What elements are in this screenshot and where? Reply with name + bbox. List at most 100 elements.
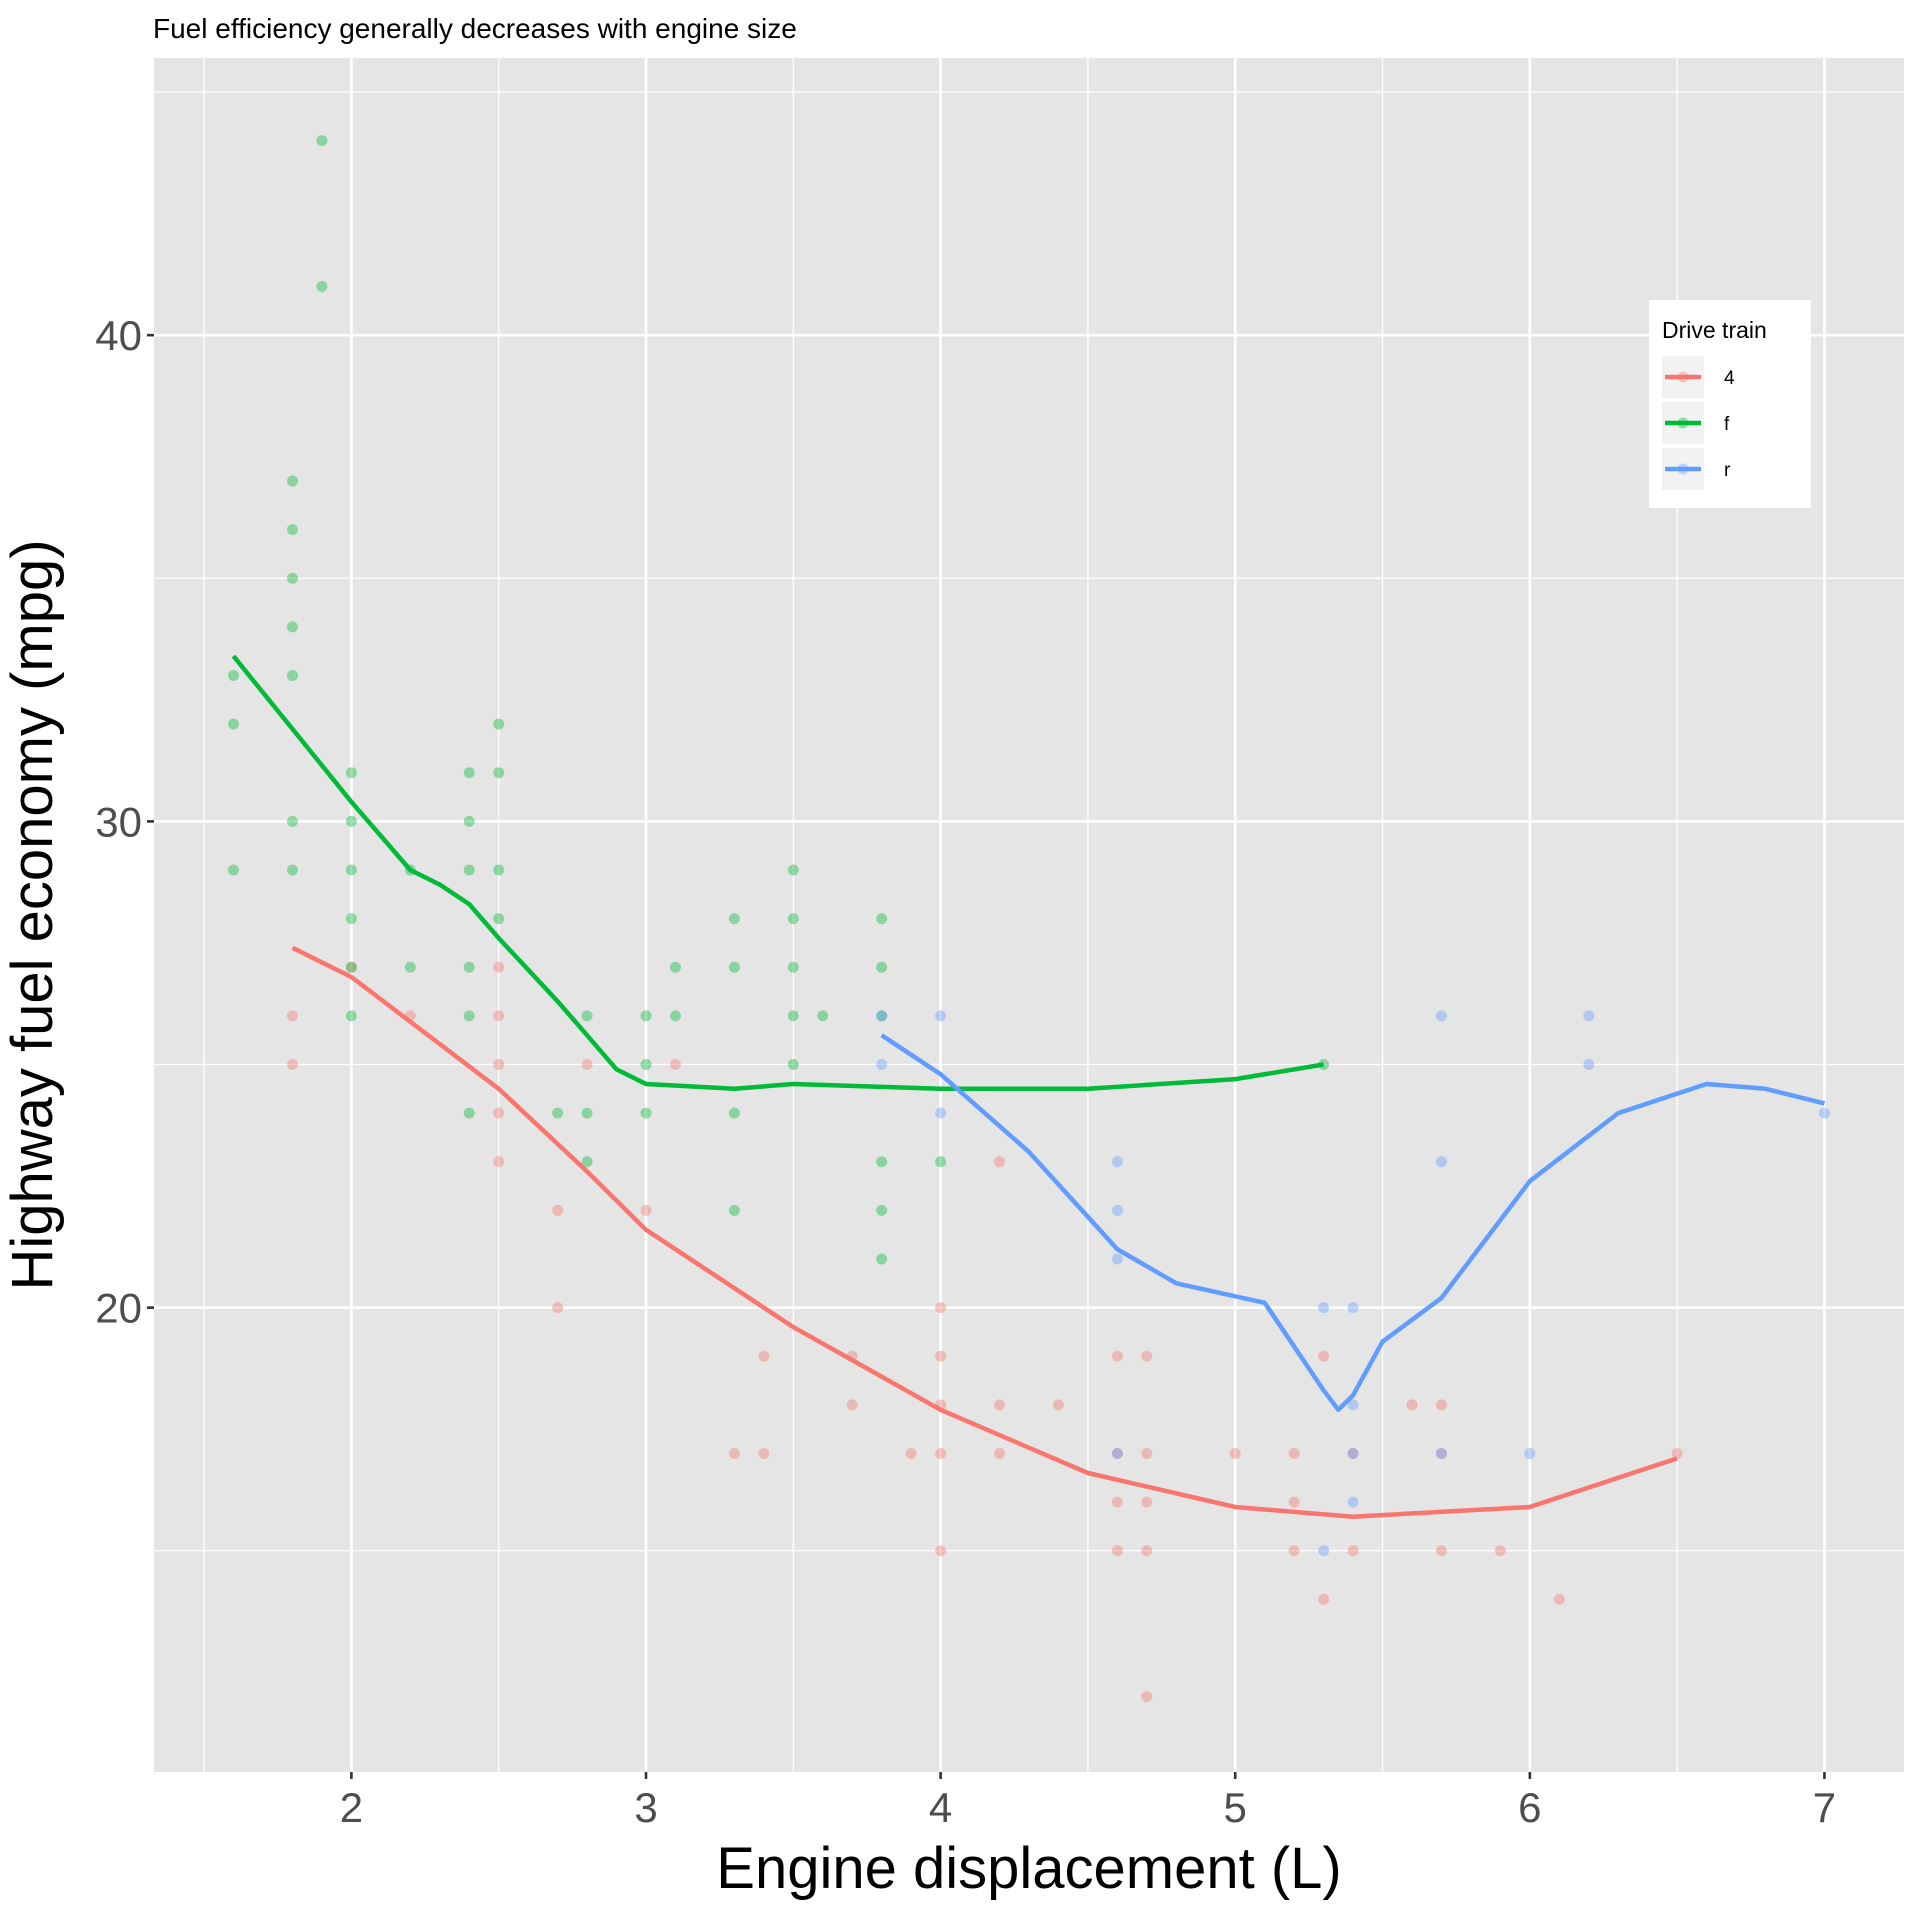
point: [1671, 1448, 1683, 1460]
axes: 2 3 4 5 6 7 20 30 40: [95, 312, 1836, 1831]
point: [1318, 1350, 1330, 1362]
point: [345, 1010, 357, 1022]
point: [1347, 1496, 1359, 1508]
point: [1435, 1448, 1447, 1460]
point: [1347, 1448, 1359, 1460]
point: [876, 1253, 888, 1265]
legend-point: [1677, 371, 1689, 383]
point: [1288, 1448, 1300, 1460]
point: [640, 1204, 652, 1216]
point: [493, 913, 505, 925]
point: [1111, 1253, 1123, 1265]
point: [1141, 1350, 1153, 1362]
point: [552, 1204, 564, 1216]
point: [493, 1107, 505, 1119]
point: [493, 1010, 505, 1022]
point: [493, 864, 505, 876]
point: [1141, 1545, 1153, 1557]
point: [1553, 1593, 1565, 1605]
x-tick-label: 7: [1813, 1784, 1836, 1831]
point: [1494, 1545, 1506, 1557]
point: [493, 1059, 505, 1071]
point: [1435, 1156, 1447, 1168]
x-tick-label: 4: [929, 1784, 952, 1831]
point: [1406, 1399, 1418, 1411]
point: [345, 767, 357, 779]
point: [1318, 1545, 1330, 1557]
point: [1318, 1059, 1330, 1071]
point: [1111, 1350, 1123, 1362]
x-tick-label: 6: [1518, 1784, 1541, 1831]
point: [876, 1156, 888, 1168]
point: [758, 1350, 770, 1362]
point: [463, 864, 475, 876]
point: [1141, 1496, 1153, 1508]
point: [1524, 1448, 1536, 1460]
point: [463, 1010, 475, 1022]
x-tick-label: 2: [340, 1784, 363, 1831]
y-tick-label: 20: [95, 1285, 142, 1332]
point: [286, 524, 298, 536]
x-tick-label: 5: [1224, 1784, 1247, 1831]
point: [345, 815, 357, 827]
point: [935, 1448, 947, 1460]
point: [228, 670, 240, 682]
x-tick-label: 3: [634, 1784, 657, 1831]
point: [1347, 1448, 1359, 1460]
point: [876, 1010, 888, 1022]
point: [316, 281, 328, 293]
marks: [228, 135, 1830, 1703]
point: [286, 475, 298, 487]
point: [728, 1448, 740, 1460]
point: [493, 1156, 505, 1168]
point: [1318, 1593, 1330, 1605]
point: [935, 1302, 947, 1314]
point: [994, 1156, 1006, 1168]
point: [787, 961, 799, 973]
point: [669, 1059, 681, 1071]
panel-background: [154, 58, 1904, 1772]
point: [552, 1107, 564, 1119]
point: [1229, 1448, 1241, 1460]
point: [286, 621, 298, 633]
point: [286, 1010, 298, 1022]
point: [935, 1350, 947, 1362]
point: [1288, 1496, 1300, 1508]
legend-label: r: [1724, 460, 1731, 481]
point: [463, 767, 475, 779]
point: [787, 1059, 799, 1071]
legend-label: 4: [1724, 368, 1735, 389]
point: [1141, 1691, 1153, 1703]
point: [345, 961, 357, 973]
trend-line: [291, 945, 1678, 1519]
trend-line: [231, 654, 1324, 1092]
point: [935, 1156, 947, 1168]
point: [493, 718, 505, 730]
point: [286, 670, 298, 682]
point: [1435, 1448, 1447, 1460]
point: [787, 913, 799, 925]
trend-line: [880, 1033, 1826, 1413]
point: [581, 1156, 593, 1168]
point: [345, 864, 357, 876]
point: [935, 1107, 947, 1119]
x-axis-label: Engine displacement (L): [716, 1836, 1341, 1901]
point: [1347, 1302, 1359, 1314]
y-tick-label: 40: [95, 312, 142, 359]
point: [1052, 1399, 1064, 1411]
point: [1288, 1545, 1300, 1557]
point: [1435, 1399, 1447, 1411]
point: [728, 1204, 740, 1216]
point: [581, 1107, 593, 1119]
point: [1141, 1448, 1153, 1460]
point: [1318, 1302, 1330, 1314]
point: [286, 815, 298, 827]
point: [640, 1059, 652, 1071]
point: [846, 1399, 858, 1411]
point: [1818, 1107, 1830, 1119]
point: [728, 913, 740, 925]
point: [1583, 1059, 1595, 1071]
point: [286, 572, 298, 584]
point: [286, 1059, 298, 1071]
